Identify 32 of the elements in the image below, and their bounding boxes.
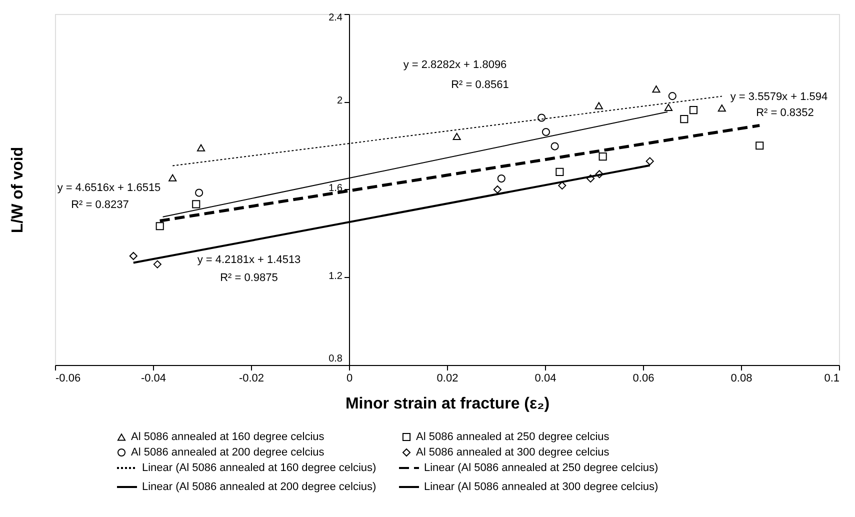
y-tick-label: 2	[336, 95, 343, 106]
x-tick-label: -0.04	[140, 372, 166, 384]
annotation: R² = 0.8237	[71, 199, 129, 211]
annotation: R² = 0.8561	[451, 79, 509, 91]
annotation: R² = 0.8352	[756, 107, 814, 119]
legend-label: Linear (Al 5086 annealed at 250 degree celcius)	[424, 462, 658, 474]
x-tick-label: 0.06	[632, 372, 654, 384]
annotation: y = 4.2181x + 1.4513	[197, 254, 301, 266]
legend-label: Al 5086 annealed at 160 degree celcius	[131, 431, 325, 444]
annotation: R² = 0.9875	[220, 272, 278, 284]
x-tick-label: 0.02	[436, 372, 458, 384]
x-axis-title: Minor strain at fracture (ε₂)	[345, 396, 550, 412]
annotation: y = 3.5579x + 1.594	[730, 91, 828, 103]
y-tick-label: 1.2	[328, 270, 343, 282]
x-tick-label: 0	[346, 372, 353, 384]
annotation: y = 4.6516x + 1.6515	[57, 182, 161, 194]
legend-label: Al 5086 annealed at 300 degree celcius	[416, 446, 610, 458]
legend-label: Linear (Al 5086 annealed at 160 degree celcius)	[142, 462, 376, 474]
x-tick-label: 0.08	[730, 372, 752, 384]
y-tick-label: 0.8	[328, 354, 343, 364]
legend-label: Al 5086 annealed at 200 degree celcius	[131, 446, 325, 458]
legend-label: Linear (Al 5086 annealed at 200 degree celcius)	[142, 481, 376, 493]
x-tick-label: -0.06	[56, 372, 81, 384]
x-tick-label: 0.04	[534, 372, 556, 384]
y-axis-title: L/W of void	[10, 146, 26, 234]
x-tick-label: 0.1	[824, 372, 840, 384]
y-tick-label: 1.6	[328, 183, 343, 194]
legend-label: Linear (Al 5086 annealed at 300 degree celcius)	[424, 481, 658, 493]
y-tick-label: 2.4	[328, 12, 343, 24]
annotation: y = 2.8282x + 1.8096	[403, 59, 507, 71]
legend-label: Al 5086 annealed at 250 degree celcius	[416, 430, 610, 443]
x-tick-label: -0.02	[238, 372, 264, 384]
